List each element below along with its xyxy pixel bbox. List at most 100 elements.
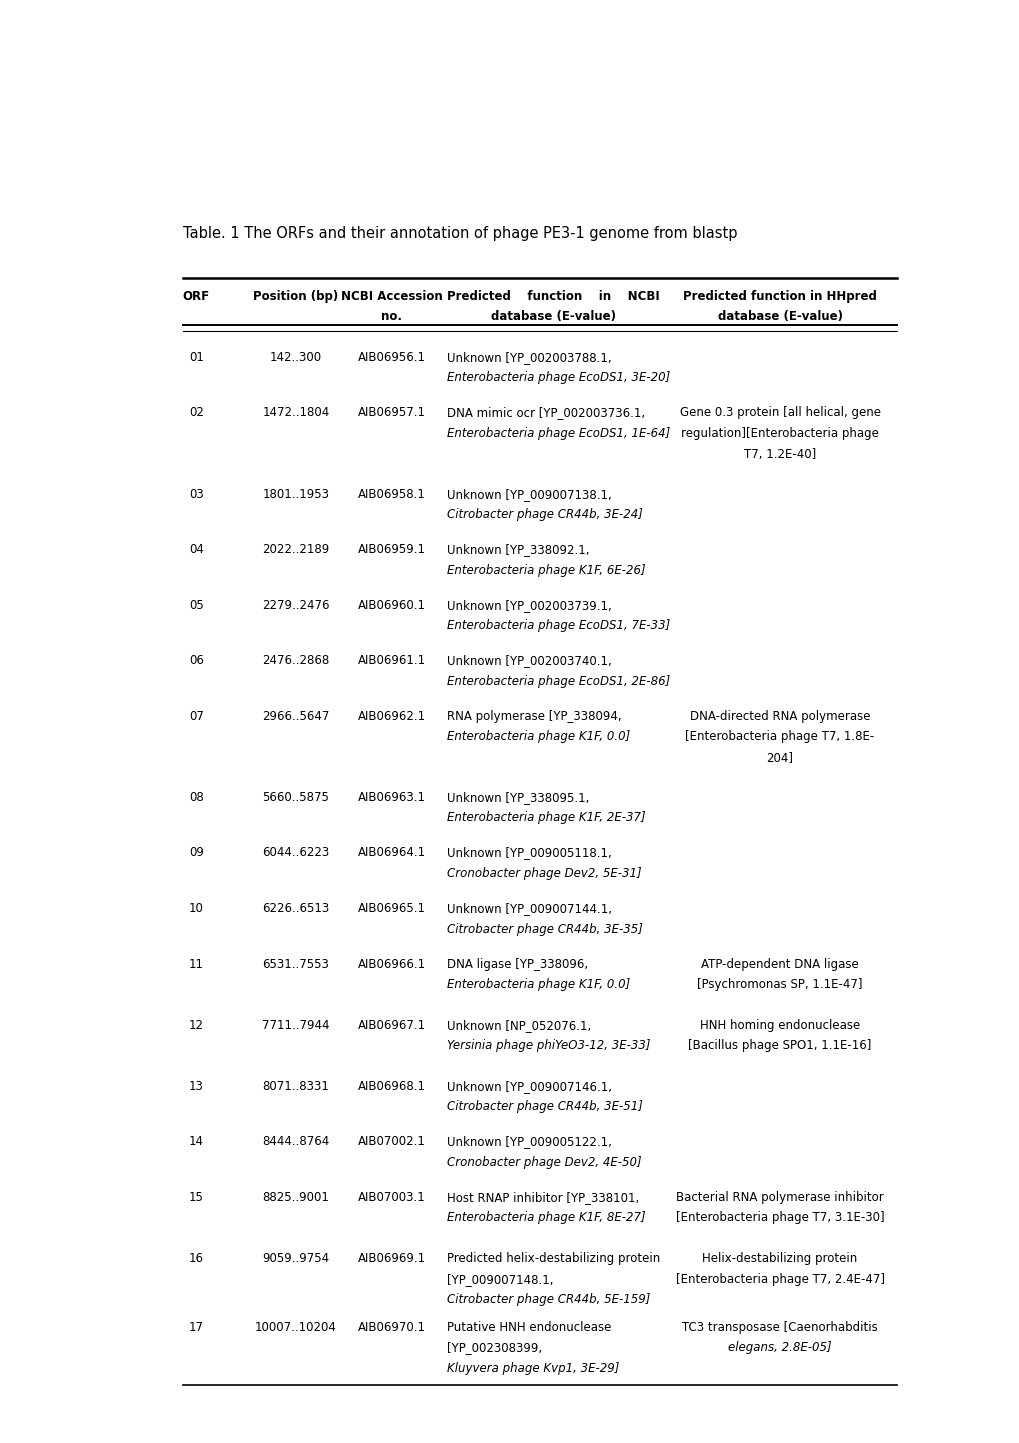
Text: Unknown [YP_009007144.1,: Unknown [YP_009007144.1, xyxy=(446,902,611,915)
Text: Unknown [YP_009005122.1,: Unknown [YP_009005122.1, xyxy=(446,1136,611,1149)
Text: [Psychromonas SP, 1.1E-47]: [Psychromonas SP, 1.1E-47] xyxy=(697,978,862,991)
Text: Unknown [YP_002003739.1,: Unknown [YP_002003739.1, xyxy=(446,599,611,612)
Text: Citrobacter phage CR44b, 3E-24]: Citrobacter phage CR44b, 3E-24] xyxy=(446,508,642,521)
Text: Yersinia phage phiYeO3-12, 3E-33]: Yersinia phage phiYeO3-12, 3E-33] xyxy=(446,1039,650,1052)
Text: AIB07002.1: AIB07002.1 xyxy=(358,1136,425,1149)
Text: AIB06963.1: AIB06963.1 xyxy=(358,791,425,804)
Text: Gene 0.3 protein [all helical, gene: Gene 0.3 protein [all helical, gene xyxy=(679,407,879,420)
Text: AIB07003.1: AIB07003.1 xyxy=(358,1190,425,1203)
Text: 15: 15 xyxy=(189,1190,204,1203)
Text: Enterobacteria phage K1F, 0.0]: Enterobacteria phage K1F, 0.0] xyxy=(446,978,630,991)
Text: 02: 02 xyxy=(189,407,204,420)
Text: Kluyvera phage Kvp1, 3E-29]: Kluyvera phage Kvp1, 3E-29] xyxy=(446,1362,619,1375)
Text: Putative HNH endonuclease: Putative HNH endonuclease xyxy=(446,1320,610,1333)
Text: Citrobacter phage CR44b, 5E-159]: Citrobacter phage CR44b, 5E-159] xyxy=(446,1293,649,1306)
Text: 6531..7553: 6531..7553 xyxy=(262,958,329,971)
Text: 10007..10204: 10007..10204 xyxy=(255,1320,336,1333)
Text: AIB06961.1: AIB06961.1 xyxy=(357,654,425,667)
Text: T7, 1.2E-40]: T7, 1.2E-40] xyxy=(743,447,815,460)
Text: 2476..2868: 2476..2868 xyxy=(262,654,329,667)
Text: 204]: 204] xyxy=(766,750,793,763)
Text: Unknown [YP_002003740.1,: Unknown [YP_002003740.1, xyxy=(446,654,611,667)
Text: ATP-dependent DNA ligase: ATP-dependent DNA ligase xyxy=(700,958,858,971)
Text: AIB06962.1: AIB06962.1 xyxy=(357,710,425,723)
Text: AIB06965.1: AIB06965.1 xyxy=(358,902,425,915)
Text: 17: 17 xyxy=(189,1320,204,1333)
Text: Helix-destabilizing protein: Helix-destabilizing protein xyxy=(702,1253,857,1266)
Text: no.: no. xyxy=(381,310,401,323)
Text: Cronobacter phage Dev2, 4E-50]: Cronobacter phage Dev2, 4E-50] xyxy=(446,1156,641,1169)
Text: DNA mimic ocr [YP_002003736.1,: DNA mimic ocr [YP_002003736.1, xyxy=(446,407,644,420)
Text: TC3 transposase [Caenorhabditis: TC3 transposase [Caenorhabditis xyxy=(682,1320,877,1333)
Text: AIB06960.1: AIB06960.1 xyxy=(358,599,425,612)
Text: Unknown [YP_009007146.1,: Unknown [YP_009007146.1, xyxy=(446,1079,611,1092)
Text: NCBI Accession: NCBI Accession xyxy=(340,290,442,303)
Text: [Enterobacteria phage T7, 3.1E-30]: [Enterobacteria phage T7, 3.1E-30] xyxy=(675,1212,883,1225)
Text: Unknown [YP_002003788.1,: Unknown [YP_002003788.1, xyxy=(446,351,610,364)
Text: 2279..2476: 2279..2476 xyxy=(262,599,329,612)
Text: Unknown [NP_052076.1,: Unknown [NP_052076.1, xyxy=(446,1019,591,1032)
Text: Table. 1 The ORFs and their annotation of phage PE3-1 genome from blastp: Table. 1 The ORFs and their annotation o… xyxy=(182,227,737,241)
Text: 142..300: 142..300 xyxy=(270,351,322,364)
Text: database (E-value): database (E-value) xyxy=(490,310,615,323)
Text: 10: 10 xyxy=(189,902,204,915)
Text: regulation][Enterobacteria phage: regulation][Enterobacteria phage xyxy=(681,427,878,440)
Text: AIB06970.1: AIB06970.1 xyxy=(358,1320,425,1333)
Text: 01: 01 xyxy=(189,351,204,364)
Text: AIB06958.1: AIB06958.1 xyxy=(358,488,425,501)
Text: 8444..8764: 8444..8764 xyxy=(262,1136,329,1149)
Text: DNA-directed RNA polymerase: DNA-directed RNA polymerase xyxy=(689,710,869,723)
Text: Position (bp): Position (bp) xyxy=(253,290,338,303)
Text: 05: 05 xyxy=(189,599,204,612)
Text: Predicted helix-destabilizing protein: Predicted helix-destabilizing protein xyxy=(446,1253,659,1266)
Text: Enterobacteria phage EcoDS1, 2E-86]: Enterobacteria phage EcoDS1, 2E-86] xyxy=(446,675,669,688)
Text: 6044..6223: 6044..6223 xyxy=(262,847,329,860)
Text: Enterobacteria phage K1F, 2E-37]: Enterobacteria phage K1F, 2E-37] xyxy=(446,811,645,824)
Text: 08: 08 xyxy=(189,791,204,804)
Text: 2966..5647: 2966..5647 xyxy=(262,710,329,723)
Text: AIB06964.1: AIB06964.1 xyxy=(357,847,425,860)
Text: 13: 13 xyxy=(189,1079,204,1092)
Text: Enterobacteria phage EcoDS1, 3E-20]: Enterobacteria phage EcoDS1, 3E-20] xyxy=(446,371,669,384)
Text: 14: 14 xyxy=(189,1136,204,1149)
Text: AIB06956.1: AIB06956.1 xyxy=(358,351,425,364)
Text: AIB06957.1: AIB06957.1 xyxy=(358,407,425,420)
Text: ORF: ORF xyxy=(182,290,210,303)
Text: Unknown [YP_338092.1,: Unknown [YP_338092.1, xyxy=(446,543,589,556)
Text: 12: 12 xyxy=(189,1019,204,1032)
Text: 09: 09 xyxy=(189,847,204,860)
Text: Unknown [YP_009005118.1,: Unknown [YP_009005118.1, xyxy=(446,847,611,860)
Text: AIB06966.1: AIB06966.1 xyxy=(357,958,425,971)
Text: Enterobacteria phage K1F, 0.0]: Enterobacteria phage K1F, 0.0] xyxy=(446,730,630,743)
Text: HNH homing endonuclease: HNH homing endonuclease xyxy=(699,1019,859,1032)
Text: 1801..1953: 1801..1953 xyxy=(262,488,329,501)
Text: [YP_009007148.1,: [YP_009007148.1, xyxy=(446,1273,553,1286)
Text: [Enterobacteria phage T7, 1.8E-: [Enterobacteria phage T7, 1.8E- xyxy=(685,730,874,743)
Text: [Bacillus phage SPO1, 1.1E-16]: [Bacillus phage SPO1, 1.1E-16] xyxy=(688,1039,871,1052)
Text: Host RNAP inhibitor [YP_338101,: Host RNAP inhibitor [YP_338101, xyxy=(446,1190,639,1203)
Text: Citrobacter phage CR44b, 3E-35]: Citrobacter phage CR44b, 3E-35] xyxy=(446,922,642,935)
Text: Bacterial RNA polymerase inhibitor: Bacterial RNA polymerase inhibitor xyxy=(676,1190,883,1203)
Text: Unknown [YP_338095.1,: Unknown [YP_338095.1, xyxy=(446,791,589,804)
Text: 04: 04 xyxy=(189,543,204,556)
Text: Unknown [YP_009007138.1,: Unknown [YP_009007138.1, xyxy=(446,488,611,501)
Text: 16: 16 xyxy=(189,1253,204,1266)
Text: AIB06967.1: AIB06967.1 xyxy=(357,1019,425,1032)
Text: AIB06969.1: AIB06969.1 xyxy=(357,1253,425,1266)
Text: 8071..8331: 8071..8331 xyxy=(262,1079,329,1092)
Text: Citrobacter phage CR44b, 3E-51]: Citrobacter phage CR44b, 3E-51] xyxy=(446,1101,642,1114)
Text: Cronobacter phage Dev2, 5E-31]: Cronobacter phage Dev2, 5E-31] xyxy=(446,867,641,880)
Text: Predicted function in HHpred: Predicted function in HHpred xyxy=(683,290,876,303)
Text: [YP_002308399,: [YP_002308399, xyxy=(446,1342,541,1355)
Text: Enterobacteria phage EcoDS1, 1E-64]: Enterobacteria phage EcoDS1, 1E-64] xyxy=(446,427,669,440)
Text: 1472..1804: 1472..1804 xyxy=(262,407,329,420)
Text: Predicted    function    in    NCBI: Predicted function in NCBI xyxy=(446,290,659,303)
Text: 2022..2189: 2022..2189 xyxy=(262,543,329,556)
Text: Enterobacteria phage K1F, 6E-26]: Enterobacteria phage K1F, 6E-26] xyxy=(446,564,645,577)
Text: 03: 03 xyxy=(189,488,204,501)
Text: [Enterobacteria phage T7, 2.4E-47]: [Enterobacteria phage T7, 2.4E-47] xyxy=(675,1273,883,1286)
Text: database (E-value): database (E-value) xyxy=(716,310,842,323)
Text: AIB06959.1: AIB06959.1 xyxy=(358,543,425,556)
Text: 7711..7944: 7711..7944 xyxy=(262,1019,329,1032)
Text: 07: 07 xyxy=(189,710,204,723)
